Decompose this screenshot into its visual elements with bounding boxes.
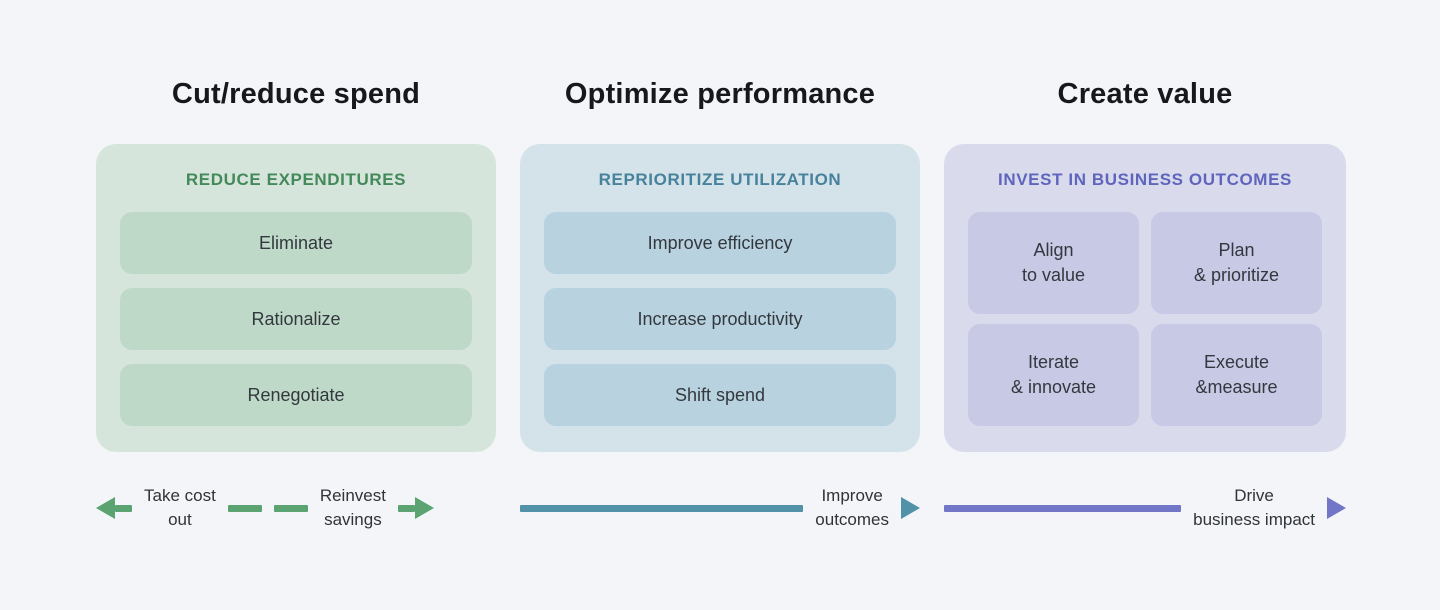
outcome-grid: Align to value Plan & prioritize Iterate… <box>968 212 1322 426</box>
panel-reduce-expenditures: REDUCE EXPENDITURES Eliminate Rationaliz… <box>96 144 496 452</box>
flow-row-cost: Take cost out Reinvest savings <box>96 482 496 534</box>
item-stack: Improve efficiency Increase productivity… <box>544 212 896 426</box>
arrow-right-icon <box>1327 497 1346 519</box>
flow-row-impact: Drive business impact <box>944 482 1346 534</box>
column-title: Create value <box>1057 78 1233 110</box>
panel-reprioritize-utilization: REPRIORITIZE UTILIZATION Improve efficie… <box>520 144 920 452</box>
item-eliminate: Eliminate <box>120 212 472 274</box>
item-shift-spend: Shift spend <box>544 364 896 426</box>
column-title: Optimize performance <box>564 78 876 110</box>
grid-item-iterate-innovate: Iterate & innovate <box>968 324 1139 426</box>
item-rationalize: Rationalize <box>120 288 472 350</box>
arrow-right-icon <box>397 497 434 519</box>
flow-label-reinvest-savings: Reinvest savings <box>319 486 386 529</box>
grid-item-execute-measure: Execute &measure <box>1151 324 1322 426</box>
arrow-right-icon <box>901 497 920 519</box>
flow-label-take-cost-out: Take cost out <box>144 486 216 529</box>
flow-line-segment <box>273 504 308 512</box>
grid-item-plan-prioritize: Plan & prioritize <box>1151 212 1322 314</box>
item-improve-efficiency: Improve efficiency <box>544 212 896 274</box>
panel-header: REPRIORITIZE UTILIZATION <box>598 170 842 189</box>
flow-line-segment <box>227 504 262 512</box>
panel-invest-in-business-outcomes: INVEST IN BUSINESS OUTCOMES Align to val… <box>944 144 1346 452</box>
flow-label-improve-outcomes: Improve outcomes <box>815 486 889 529</box>
flow-line-segment <box>520 504 804 512</box>
grid-item-align-to-value: Align to value <box>968 212 1139 314</box>
item-renegotiate: Renegotiate <box>120 364 472 426</box>
column-title: Cut/reduce spend <box>171 78 421 110</box>
flow-row-outcomes: Improve outcomes <box>520 482 920 534</box>
flow-line-segment <box>944 504 1182 512</box>
arrow-left-icon <box>96 497 132 519</box>
item-stack: Eliminate Rationalize Renegotiate <box>120 212 472 426</box>
panel-header: INVEST IN BUSINESS OUTCOMES <box>998 170 1292 189</box>
panel-header: REDUCE EXPENDITURES <box>185 170 407 189</box>
flow-label-drive-business-impact: Drive business impact <box>1193 486 1315 529</box>
item-increase-productivity: Increase productivity <box>544 288 896 350</box>
